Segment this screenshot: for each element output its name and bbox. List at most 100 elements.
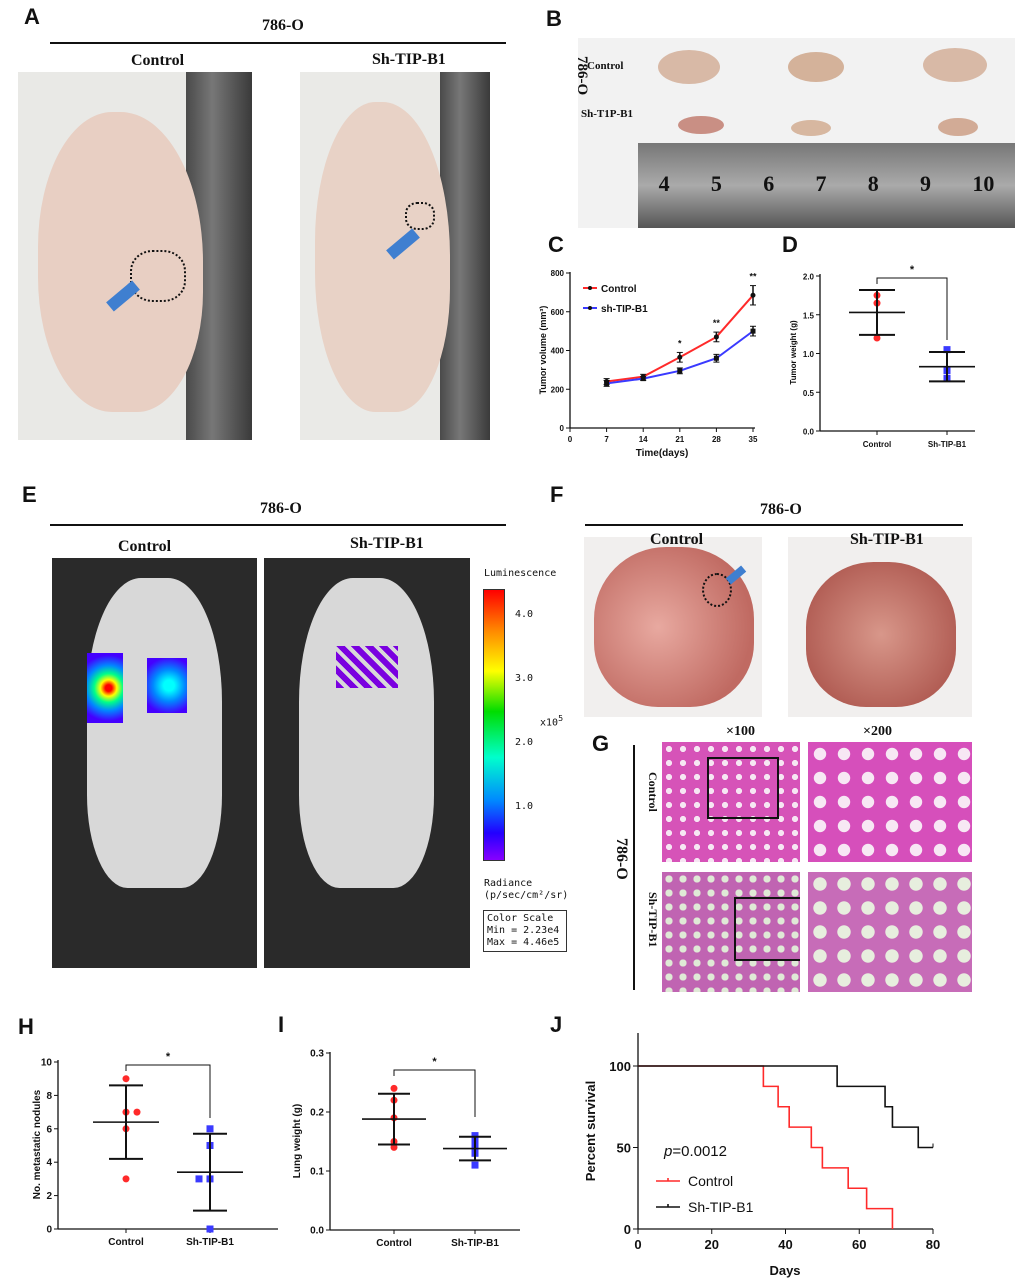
tumor [788,52,844,82]
chart-undefined: p=0.0012 [633,1033,934,1234]
y-axis-label: Tumor weight (g) [789,320,798,385]
y-tick-label: 0.5 [803,389,815,398]
data-point-control [390,1143,398,1151]
x-tick-label: 14 [639,435,648,444]
panel-label-a: A [24,4,40,29]
y-tick-label: 200 [551,385,565,394]
y-tick-label: 4 [46,1158,52,1169]
bioluminescence-image-control [52,558,257,968]
legend-label: Control [601,284,637,295]
data-point-sh [471,1132,479,1140]
panel-label-i: I [278,1012,285,1037]
panel-e-cell-line: 786-O [260,500,302,517]
data-point [750,292,756,298]
radiance-unit: (p/sec/cm²/sr) [484,890,569,901]
panel-e-sh-label: Sh-TIP-B1 [350,535,424,552]
color-scale-box: Color Scale Min = 2.23e4 Max = 4.46e5 [483,910,567,952]
panel-e-divider [50,524,506,526]
data-point [677,368,683,374]
panel-label-f: F [550,482,564,507]
y-tick-label: 0.2 [310,1108,324,1119]
y-tick-label: 0 [624,1222,631,1237]
mag-100-label: ×100 [726,724,755,739]
legend-marker [588,306,592,310]
lung [806,562,956,707]
panel-label-g: G [592,731,610,756]
ruler-number: 10 [972,171,995,196]
mouse-body [299,578,434,888]
tumor [658,50,720,84]
ruler-image: 4 5 6 7 8 9 10 [638,143,1015,228]
data-point-control [122,1175,130,1183]
scale-exponent: 5 [558,713,564,723]
y-tick-label: 100 [609,1059,631,1074]
scale-tick: 1.0 [515,801,534,812]
y-tick-label: 0.0 [310,1226,324,1237]
y-tick-label: 600 [551,308,565,317]
panel-label-d: D [782,232,798,257]
legend-label: Sh-TIP-B1 [688,1199,754,1215]
survival-curve-control [638,1065,894,1229]
chart-undefined [816,274,975,435]
panel-label-c: C [548,232,564,257]
x-tick-label: 35 [749,435,758,444]
tumor [791,120,831,136]
panel-f-control-label: Control [650,531,704,548]
significance-bracket [393,1069,476,1117]
color-scale-title: Color Scale [487,913,554,924]
lung-photo-sh [788,537,972,717]
x-axis-label: Time(days) [636,448,689,459]
y-tick-label: 0.1 [310,1167,324,1178]
mouse-body [315,102,450,412]
chart-undefined [326,1052,520,1234]
ruler-number: 9 [920,171,932,196]
significance-bracket [876,277,948,340]
mouse-photo-sh [300,72,490,440]
scale-tick: 4.0 [515,609,534,620]
p-value: =0.0012 [672,1143,727,1160]
luminescence-signal [147,658,187,713]
y-tick-label: 400 [551,347,565,356]
data-point [713,355,719,361]
x-tick-label: 28 [712,435,721,444]
chart-undefined [566,272,756,432]
tumor [938,118,978,136]
panel-e-control-label: Control [118,538,172,555]
histology-control-100x [662,742,800,862]
histology-sh-100x [662,872,800,992]
significance-marker: ** [749,272,757,282]
data-point-control [133,1108,141,1116]
data-point-sh [195,1175,203,1183]
x-tick-label: 7 [604,435,609,444]
data-point [677,354,683,360]
ruler-number: 7 [815,171,827,196]
lung-photo-control [584,537,762,717]
data-point-control [873,334,881,342]
data-point [713,334,719,340]
tumor-outline [130,250,186,302]
x-tick-label: 40 [778,1237,792,1252]
histology-sh-200x [808,872,972,992]
x-tick-label: Control [863,440,891,449]
x-tick-label: Sh-TIP-B1 [928,440,967,449]
legend-label: Control [688,1173,733,1189]
panel-label-h: H [18,1014,34,1039]
x-tick-label: Control [108,1237,144,1248]
panel-b-control-label: Control [587,60,624,72]
x-tick-label: 60 [852,1237,866,1252]
panel-a-cell-line: 786-O [262,17,304,34]
x-tick-label: Sh-TIP-B1 [451,1238,499,1249]
y-axis-label: Lung weight (g) [292,1104,303,1178]
panel-b-sh-label: Sh-T1P-B1 [581,108,633,120]
color-scale-bar [483,589,505,861]
panel-label-b: B [546,6,562,31]
x-tick-label: Control [376,1238,412,1249]
histology-control-200x [808,742,972,862]
significance-marker: * [166,1051,171,1063]
data-point-control [390,1084,398,1092]
panel-a-divider [50,42,506,44]
y-tick-label: 0 [46,1225,52,1236]
tumor [678,116,724,134]
legend-label: sh-TIP-B1 [601,304,648,315]
y-tick-label: 0.0 [803,428,815,437]
